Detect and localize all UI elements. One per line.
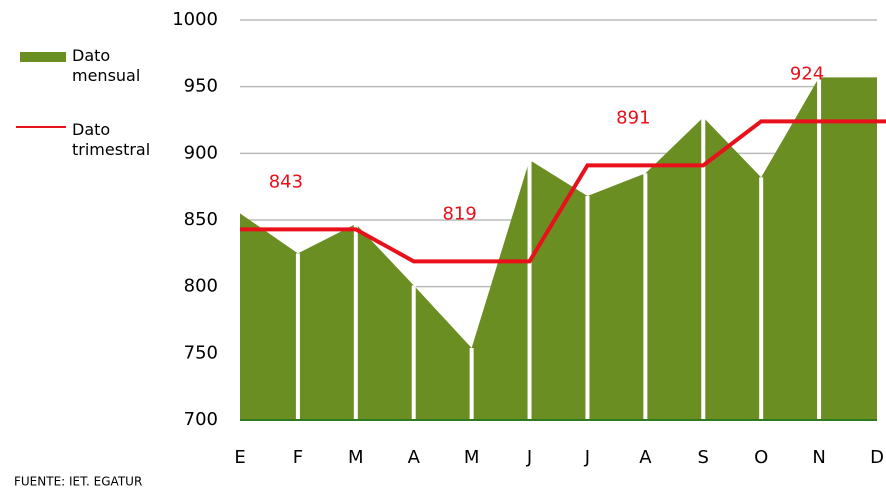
y-tick-label: 800 — [184, 276, 218, 297]
area — [240, 77, 877, 420]
x-tick-label: N — [812, 447, 825, 468]
legend-label: Dato trimestral — [72, 120, 151, 159]
y-tick-label: 850 — [184, 209, 218, 230]
data-label: 891 — [616, 107, 650, 128]
x-tick-label: F — [293, 447, 303, 468]
legend-label: Dato mensual — [72, 46, 141, 85]
x-tick-label: A — [408, 447, 421, 468]
data-label: 843 — [269, 171, 303, 192]
y-tick-label: 700 — [184, 409, 218, 430]
x-tick-label: D — [870, 447, 884, 468]
y-tick-label: 750 — [184, 342, 218, 363]
x-tick-label: J — [584, 447, 590, 468]
x-tick-label: E — [234, 447, 245, 468]
legend-swatch — [20, 52, 66, 62]
x-tick-label: M — [464, 447, 480, 468]
line — [240, 119, 886, 264]
y-tick-label: 950 — [184, 76, 218, 97]
y-tick-label: 900 — [184, 142, 218, 163]
y-tick-label: 1000 — [172, 9, 218, 30]
x-tick-label: M — [348, 447, 364, 468]
data-label: 819 — [442, 203, 476, 224]
data-label: 924 — [790, 63, 824, 84]
x-tick-label: S — [698, 447, 709, 468]
source-note: FUENTE: IET. EGATUR — [14, 475, 142, 489]
x-tick-label: A — [639, 447, 652, 468]
x-tick-label: O — [754, 447, 768, 468]
x-tick-label: J — [526, 447, 532, 468]
